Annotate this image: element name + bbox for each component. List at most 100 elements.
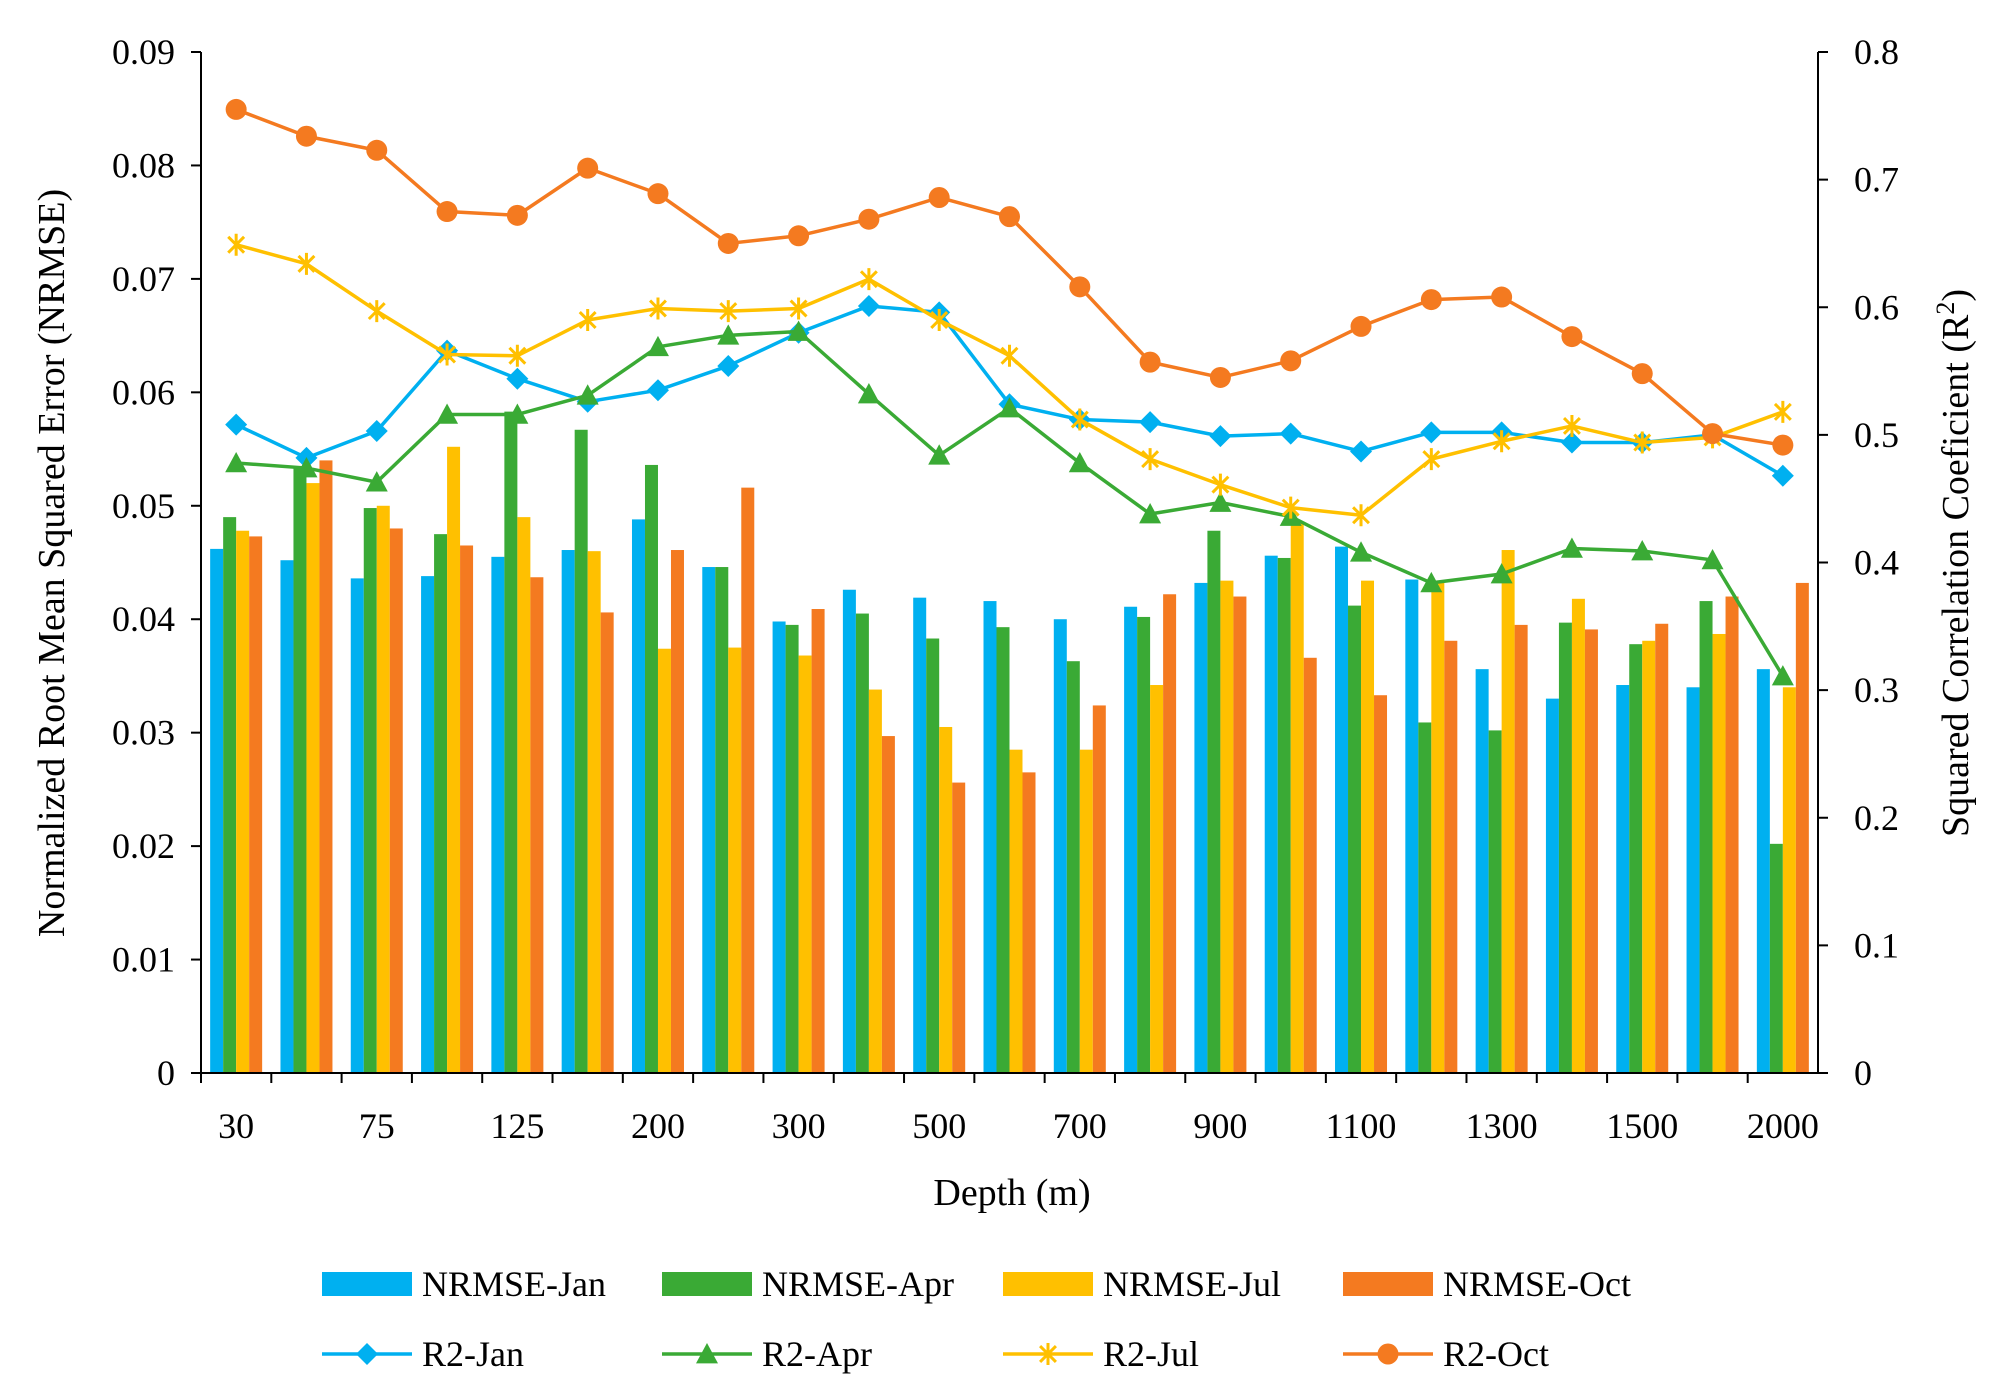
- point-r2-apr-900: [1209, 491, 1232, 512]
- line-r2-jul: [235, 243, 1784, 518]
- left-tick-label-0.09: 0.09: [112, 32, 175, 72]
- point-r2-jul-30: [227, 233, 246, 256]
- right-tick-label-0.4: 0.4: [1854, 543, 1899, 583]
- x-tick-label-1500: 1500: [1606, 1106, 1678, 1146]
- point-r2-apr-400: [857, 383, 880, 404]
- legend-label-r2-jul: R2-Jul: [1103, 1334, 1199, 1374]
- bar-nrmse-jul-2000: [1782, 687, 1796, 1073]
- bar-nrmse-oct-100: [460, 545, 474, 1073]
- x-tick-label-125: 125: [490, 1106, 544, 1146]
- point-r2-jul-600: [1000, 344, 1019, 367]
- bar-nrmse-jul-1400: [1571, 598, 1585, 1073]
- bar-nrmse-apr-1100: [1348, 605, 1362, 1073]
- bar-nrmse-apr-1500: [1629, 644, 1643, 1073]
- point-r2-jan-1400: [1560, 431, 1583, 454]
- bar-nrmse-oct-1600: [1725, 596, 1739, 1073]
- bar-nrmse-jul-300: [798, 655, 812, 1073]
- bar-nrmse-jan-100: [421, 576, 435, 1073]
- x-tick-label-900: 900: [1193, 1106, 1247, 1146]
- right-tick-label-0.2: 0.2: [1854, 798, 1899, 838]
- right-tick-label-0.5: 0.5: [1854, 415, 1899, 455]
- point-r2-jul-500: [930, 309, 949, 332]
- point-r2-jan-250: [717, 354, 740, 377]
- bar-nrmse-oct-700: [1092, 705, 1106, 1073]
- point-r2-oct-30: [225, 98, 247, 120]
- bar-nrmse-jul-150: [587, 551, 601, 1073]
- point-r2-jul-1200: [1422, 448, 1441, 471]
- point-r2-jan-800: [1139, 411, 1162, 434]
- point-r2-jul-150: [578, 309, 597, 332]
- point-r2-jul-800: [1141, 448, 1160, 471]
- left-tick-label-0.03: 0.03: [112, 713, 175, 753]
- right-tick-label-0.1: 0.1: [1854, 925, 1899, 965]
- point-r2-apr-100: [436, 403, 459, 424]
- bar-nrmse-apr-2000: [1769, 843, 1783, 1073]
- legend-marker-r2-oct: [1377, 1343, 1399, 1365]
- right-y-axis-title-main: Squared Correlation Coeficient (R: [1935, 314, 1977, 837]
- point-r2-oct-1200: [1420, 289, 1442, 311]
- x-tick-label-700: 700: [1053, 1106, 1107, 1146]
- legend-marker-r2-jan: [356, 1343, 378, 1365]
- x-tick-label-500: 500: [912, 1106, 966, 1146]
- point-r2-jul-1500: [1633, 431, 1652, 454]
- legend-label-nrmse-jul: NRMSE-Jul: [1103, 1264, 1281, 1304]
- point-r2-jul-1300: [1492, 430, 1511, 453]
- bar-nrmse-jan-300: [772, 621, 786, 1073]
- bar-nrmse-oct-1300: [1514, 624, 1528, 1073]
- bar-nrmse-jan-500: [913, 597, 927, 1073]
- bar-nrmse-oct-50: [319, 460, 333, 1073]
- bar-nrmse-jul-250: [728, 647, 742, 1073]
- bar-nrmse-oct-75: [389, 528, 403, 1073]
- bar-nrmse-oct-900: [1233, 596, 1247, 1073]
- left-y-axis-title: Normalized Root Mean Squared Error (NRMS…: [31, 189, 73, 937]
- bar-nrmse-jan-75: [350, 578, 364, 1073]
- bar-nrmse-oct-1400: [1584, 629, 1598, 1073]
- line-series-group: [225, 98, 1794, 686]
- point-r2-apr-600: [998, 397, 1021, 418]
- point-r2-jul-700: [1070, 408, 1089, 431]
- bar-nrmse-jul-1600: [1712, 633, 1726, 1073]
- point-r2-jul-400: [859, 268, 878, 291]
- point-r2-jan-900: [1209, 425, 1232, 448]
- bar-nrmse-jan-400: [842, 589, 856, 1073]
- point-r2-jul-300: [789, 297, 808, 320]
- bar-nrmse-apr-900: [1207, 530, 1221, 1073]
- bar-nrmse-jan-125: [491, 556, 505, 1073]
- point-r2-oct-250: [717, 232, 739, 254]
- bar-nrmse-jan-150: [561, 550, 575, 1073]
- bar-nrmse-oct-150: [600, 612, 614, 1073]
- bar-nrmse-apr-150: [574, 429, 588, 1073]
- right-tick-label-0.7: 0.7: [1854, 160, 1899, 200]
- bar-nrmse-jan-1100: [1335, 546, 1349, 1073]
- legend-swatch-nrmse-jul: [1003, 1272, 1093, 1296]
- legend-label-r2-jan: R2-Jan: [422, 1334, 524, 1374]
- bar-nrmse-oct-1500: [1655, 623, 1669, 1073]
- bar-nrmse-jan-600: [983, 601, 997, 1073]
- point-r2-oct-700: [1069, 276, 1091, 298]
- point-r2-oct-150: [577, 157, 599, 179]
- right-y-axis-title-end: ): [1935, 289, 1977, 302]
- bar-nrmse-jan-30: [210, 548, 224, 1073]
- point-r2-jan-75: [365, 420, 388, 443]
- bar-nrmse-jan-50: [280, 560, 294, 1073]
- bar-nrmse-apr-700: [1066, 661, 1080, 1073]
- point-r2-jan-1000: [1279, 422, 1302, 445]
- point-r2-apr-1200: [1420, 571, 1443, 593]
- legend-label-nrmse-oct: NRMSE-Oct: [1443, 1264, 1631, 1304]
- bar-nrmse-jul-900: [1220, 580, 1234, 1073]
- point-r2-oct-75: [366, 139, 388, 161]
- point-r2-jan-125: [506, 367, 529, 390]
- bar-nrmse-apr-300: [785, 624, 799, 1073]
- point-r2-jul-200: [648, 297, 667, 320]
- bar-nrmse-apr-30: [223, 517, 237, 1073]
- point-r2-jul-1400: [1562, 414, 1581, 437]
- point-r2-apr-700: [1068, 451, 1091, 473]
- legend: NRMSE-Jan NRMSE-Apr NRMSE-Jul NRMSE-Oct R2-J…: [322, 1264, 1631, 1374]
- bar-nrmse-jan-250: [702, 567, 716, 1073]
- bar-nrmse-apr-75: [363, 508, 377, 1073]
- legend-label-nrmse-apr: NRMSE-Apr: [762, 1264, 954, 1304]
- bar-nrmse-oct-30: [249, 536, 263, 1073]
- right-tick-label-0: 0: [1854, 1053, 1872, 1093]
- bar-nrmse-jul-125: [517, 517, 531, 1073]
- point-r2-oct-600: [999, 206, 1020, 228]
